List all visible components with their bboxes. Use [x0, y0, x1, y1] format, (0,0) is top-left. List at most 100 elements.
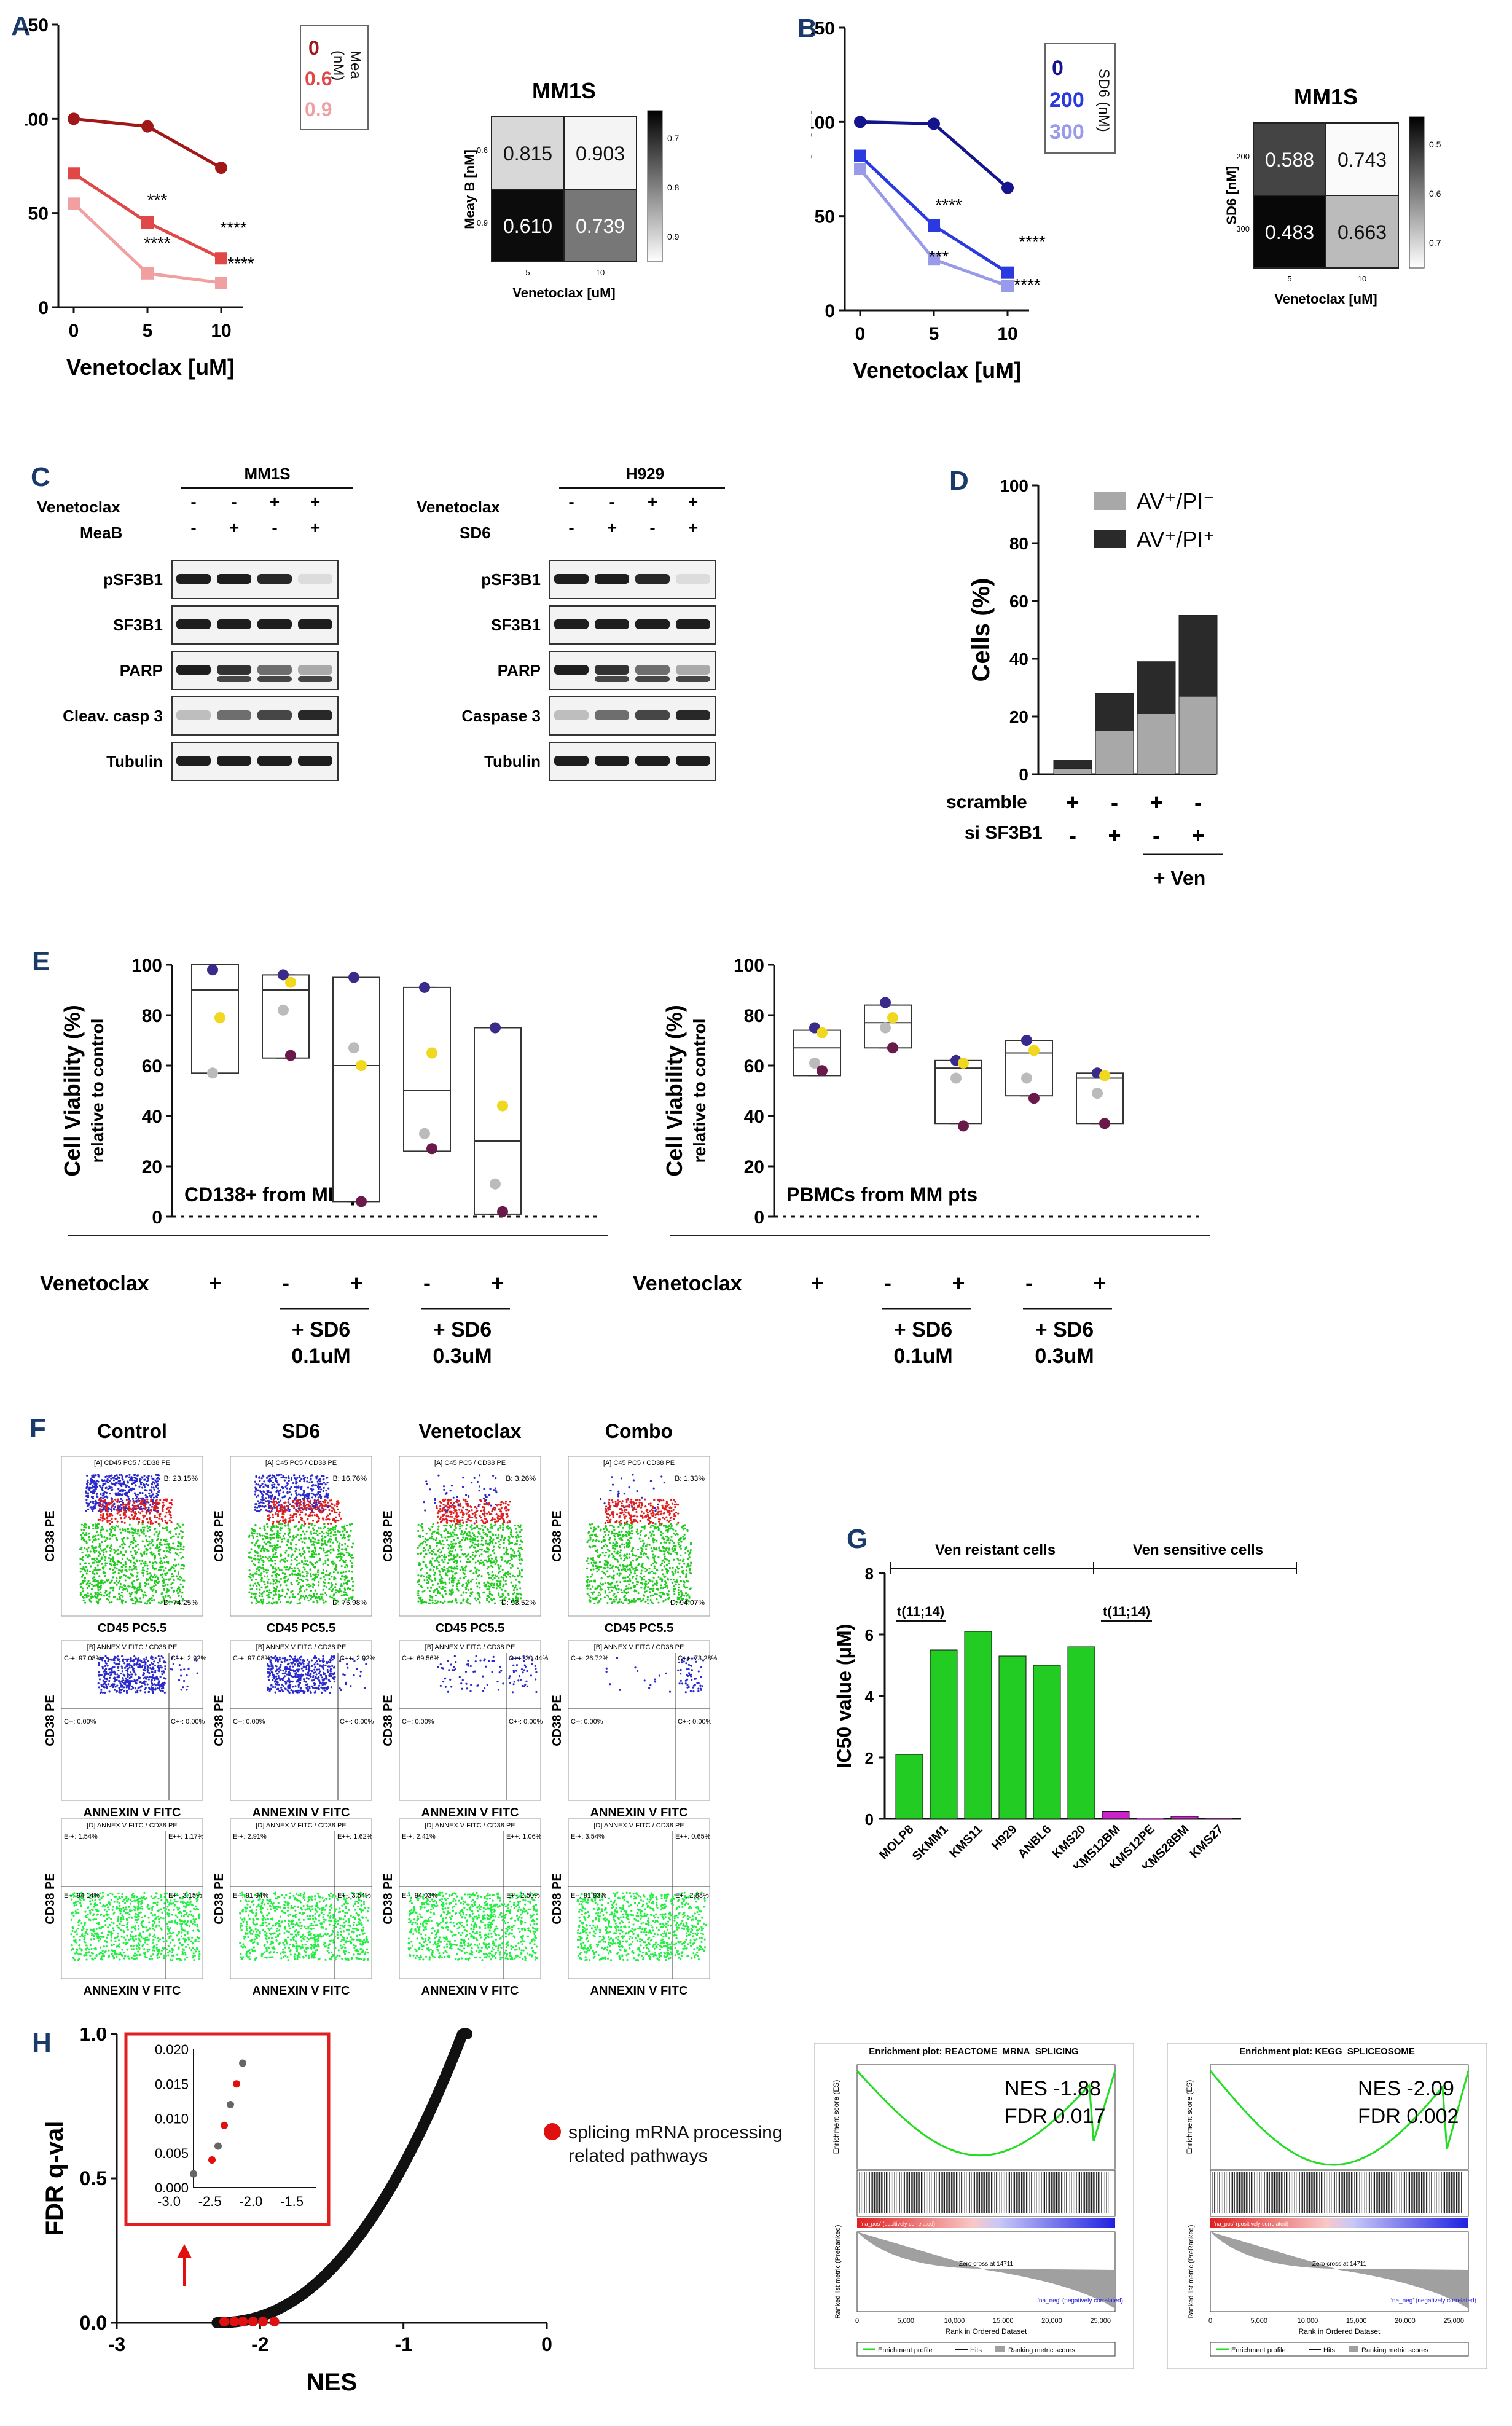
event-dot [462, 1584, 464, 1586]
event-dot [161, 1576, 163, 1579]
event-dot [266, 1533, 268, 1535]
event-dot [105, 1475, 108, 1478]
event-dot [85, 1534, 88, 1536]
event-dot [276, 1546, 280, 1549]
event-dot [504, 1580, 507, 1582]
event-dot [135, 1496, 138, 1498]
event-dot [442, 1485, 445, 1488]
group-label: + SD6 [1035, 1318, 1094, 1341]
event-dot [125, 1515, 127, 1518]
event-dot [170, 1536, 172, 1539]
data-point [958, 1057, 969, 1069]
event-dot [275, 1574, 278, 1576]
event-dot [256, 1570, 258, 1573]
event-dot [116, 1577, 118, 1580]
event-dot [117, 1592, 120, 1595]
event-dot [296, 1556, 298, 1558]
event-dot [132, 1542, 135, 1544]
event-dot [100, 1493, 102, 1496]
event-dot [271, 1501, 273, 1504]
event-dot [318, 1580, 320, 1584]
event-dot [317, 1573, 319, 1576]
event-dot [122, 1505, 125, 1508]
row-mark: - [884, 1270, 891, 1295]
event-dot [252, 1529, 254, 1533]
event-dot [307, 1515, 310, 1517]
event-dot [502, 1502, 504, 1505]
event-dot [290, 1478, 292, 1481]
event-dot [117, 1572, 120, 1575]
event-dot [262, 1598, 265, 1601]
event-dot [92, 1571, 94, 1573]
blot-band [176, 665, 211, 675]
event-dot [116, 1538, 119, 1541]
event-dot [300, 1555, 302, 1557]
event-dot [315, 1593, 318, 1595]
event-dot [125, 1563, 127, 1566]
event-dot [503, 1539, 505, 1541]
data-point [887, 1012, 898, 1024]
event-dot [100, 1496, 103, 1499]
event-dot [344, 1566, 347, 1569]
column-title: SD6 [282, 1420, 320, 1442]
event-dot [339, 1531, 341, 1533]
event-dot [259, 1588, 261, 1591]
event-dot [429, 1569, 432, 1571]
event-dot [119, 1490, 122, 1493]
event-dot [140, 1601, 143, 1603]
event-dot [276, 1585, 278, 1588]
event-dot [100, 1580, 102, 1583]
event-dot [146, 1518, 149, 1520]
event-dot [167, 1506, 170, 1509]
event-dot [514, 1586, 517, 1588]
event-dot [474, 1505, 476, 1509]
event-dot [443, 1509, 445, 1512]
event-dot [287, 1507, 289, 1510]
event-dot [109, 1502, 112, 1505]
event-dot [312, 1573, 315, 1576]
event-dot [158, 1478, 160, 1480]
event-dot [307, 1579, 309, 1582]
event-dot [130, 1561, 132, 1563]
event-dot [129, 1595, 131, 1598]
event-dot [426, 1539, 429, 1541]
event-dot [280, 1523, 282, 1525]
data-point [928, 117, 940, 130]
event-dot [157, 1511, 159, 1513]
event-dot [121, 1569, 123, 1571]
event-dot [122, 1513, 125, 1515]
event-dot [286, 1592, 288, 1595]
data-point [348, 972, 359, 983]
data-point [285, 1050, 296, 1061]
event-dot [96, 1530, 98, 1533]
significance-stars: **** [227, 254, 254, 273]
event-dot [460, 1601, 463, 1604]
event-dot [654, 1507, 656, 1509]
event-dot [103, 1551, 105, 1553]
event-dot [284, 1518, 287, 1521]
event-dot [328, 1588, 331, 1590]
event-dot [113, 1582, 116, 1584]
event-dot [165, 1574, 167, 1577]
event-dot [485, 1496, 488, 1498]
event-dot [438, 1555, 441, 1558]
event-dot [477, 1598, 479, 1600]
event-dot [260, 1572, 263, 1575]
data-point [356, 1060, 367, 1071]
event-dot [182, 1549, 185, 1551]
event-dot [284, 1568, 288, 1571]
event-dot [313, 1525, 316, 1527]
event-dot [308, 1481, 311, 1483]
event-dot [641, 1517, 644, 1519]
event-dot [447, 1498, 449, 1501]
event-dot [120, 1552, 122, 1554]
flow-y-label: CD38 PE [550, 1510, 564, 1561]
event-dot [144, 1486, 146, 1489]
event-dot [109, 1513, 111, 1515]
event-dot [154, 1521, 157, 1523]
event-dot [273, 1483, 276, 1486]
event-dot [486, 1512, 488, 1515]
event-dot [501, 1588, 503, 1591]
event-dot [519, 1544, 521, 1546]
event-dot [130, 1476, 133, 1478]
